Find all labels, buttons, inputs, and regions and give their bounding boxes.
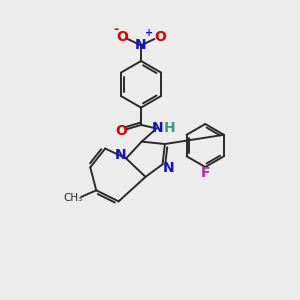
Text: H: H (164, 121, 176, 135)
Text: N: N (163, 161, 174, 175)
Text: N: N (135, 38, 147, 52)
Text: O: O (116, 29, 128, 44)
Text: -: - (114, 23, 119, 37)
Text: CH₃: CH₃ (63, 194, 82, 203)
Text: +: + (145, 28, 154, 38)
Text: F: F (201, 166, 211, 180)
Text: O: O (154, 29, 166, 44)
Text: N: N (152, 121, 163, 135)
Text: O: O (116, 124, 127, 138)
Text: N: N (115, 148, 127, 162)
